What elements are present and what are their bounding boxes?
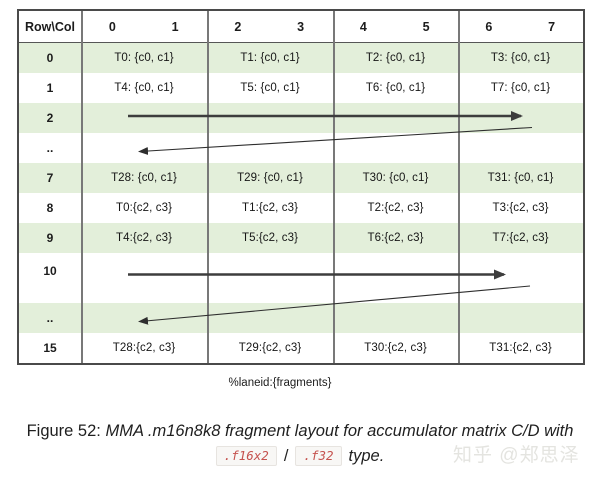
- fragment-cell: T1: {c0, c1}: [240, 52, 300, 64]
- table-row-arrow: ..: [19, 303, 583, 333]
- col-header-0: 0: [108, 19, 116, 34]
- fragment-cell: T5:{c2, c3}: [241, 232, 299, 244]
- fragment-cell: T2: {c0, c1}: [365, 52, 426, 64]
- col-header-3: 3: [297, 19, 305, 34]
- caption-figure-number: Figure 52:: [26, 422, 106, 440]
- col-header-4: 4: [359, 19, 367, 34]
- fragment-cell: T30:{c2, c3}: [364, 342, 427, 354]
- fragment-cell: T7:{c2, c3}: [492, 232, 549, 244]
- caption-title: MMA .m16n8k8 fragment layout for accumul…: [105, 422, 574, 440]
- column-divider: [81, 11, 83, 363]
- column-divider: [207, 11, 209, 363]
- fragment-cell: T3: {c0, c1}: [490, 52, 551, 64]
- table-row-arrow: 10: [19, 253, 583, 303]
- fragment-cell: T3:{c2, c3}: [492, 202, 549, 214]
- table-header-row: Row\Col 0 1 2 3 4 5 6 7: [19, 11, 583, 43]
- caption-line2: .f16x2 / .f32 type.: [0, 446, 600, 466]
- col-header-6: 6: [485, 19, 493, 34]
- row-label: 7: [46, 171, 54, 185]
- row-label: 8: [46, 201, 54, 215]
- fragment-cell: T31:{c2, c3}: [489, 342, 552, 354]
- fragment-cell: T6:{c2, c3}: [367, 232, 424, 244]
- fragment-cell: T7: {c0, c1}: [490, 82, 551, 94]
- zhihu-watermark: 知乎 @郑思泽: [453, 445, 580, 466]
- table-row: 0 T0: {c0, c1} T1: {c0, c1} T2: {c0, c1}…: [19, 43, 583, 73]
- fragment-cell: T4:{c2, c3}: [115, 232, 173, 244]
- col-header-2: 2: [234, 19, 242, 34]
- fragment-cell: T29: {c0, c1}: [237, 172, 303, 184]
- col-header-1: 1: [171, 19, 179, 34]
- laneid-legend: %laneid:{fragments}: [228, 377, 332, 389]
- table-row: 9 T4:{c2, c3} T5:{c2, c3} T6:{c2, c3} T7…: [19, 223, 583, 253]
- table-row: 7 T28: {c0, c1} T29: {c0, c1} T30: {c0, …: [19, 163, 583, 193]
- row-label: ..: [46, 311, 54, 325]
- fragment-cell: T0: {c0, c1}: [114, 52, 174, 64]
- fragment-layout-table: Row\Col 0 1 2 3 4 5 6 7 0 T0: {c0, c1} T…: [17, 9, 585, 365]
- caption-suffix: type.: [348, 446, 385, 465]
- table-row: 1 T4: {c0, c1} T5: {c0, c1} T6: {c0, c1}…: [19, 73, 583, 103]
- fragment-cell: T5: {c0, c1}: [240, 82, 300, 94]
- fragment-cell: T30: {c0, c1}: [362, 172, 429, 184]
- row-label: 10: [43, 264, 57, 278]
- fragment-cell: T4: {c0, c1}: [114, 82, 174, 94]
- corner-header: Row\Col: [25, 19, 75, 34]
- caption-line1: Figure 52: MMA .m16n8k8 fragment layout …: [0, 420, 600, 443]
- fragment-cell: T2:{c2, c3}: [367, 202, 424, 214]
- row-label: 2: [46, 111, 54, 125]
- row-label: 15: [43, 341, 57, 355]
- code-f32[interactable]: .f32: [295, 446, 342, 466]
- fragment-cell: T1:{c2, c3}: [241, 202, 299, 214]
- figure-caption: Figure 52: MMA .m16n8k8 fragment layout …: [0, 420, 600, 466]
- fragment-cell: T28:{c2, c3}: [112, 342, 176, 354]
- caption-separator: /: [283, 446, 289, 465]
- col-header-5: 5: [422, 19, 430, 34]
- col-header-7: 7: [548, 19, 556, 34]
- fragment-cell: T31: {c0, c1}: [487, 172, 554, 184]
- table-row-arrow: ..: [19, 133, 583, 163]
- row-label: 1: [46, 81, 54, 95]
- fragment-cell: T29:{c2, c3}: [238, 342, 302, 354]
- fragment-cell: T6: {c0, c1}: [365, 82, 426, 94]
- column-divider: [458, 11, 460, 363]
- row-label: ..: [46, 141, 54, 155]
- table-row: 15 T28:{c2, c3} T29:{c2, c3} T30:{c2, c3…: [19, 333, 583, 363]
- fragment-cell: T28: {c0, c1}: [111, 172, 177, 184]
- code-f16x2[interactable]: .f16x2: [215, 446, 277, 466]
- row-label: 0: [46, 51, 54, 65]
- fragment-cell: T0:{c2, c3}: [115, 202, 173, 214]
- table-row-arrow: 2: [19, 103, 583, 133]
- column-divider: [333, 11, 335, 363]
- row-label: 9: [46, 231, 54, 245]
- table-row: 8 T0:{c2, c3} T1:{c2, c3} T2:{c2, c3} T3…: [19, 193, 583, 223]
